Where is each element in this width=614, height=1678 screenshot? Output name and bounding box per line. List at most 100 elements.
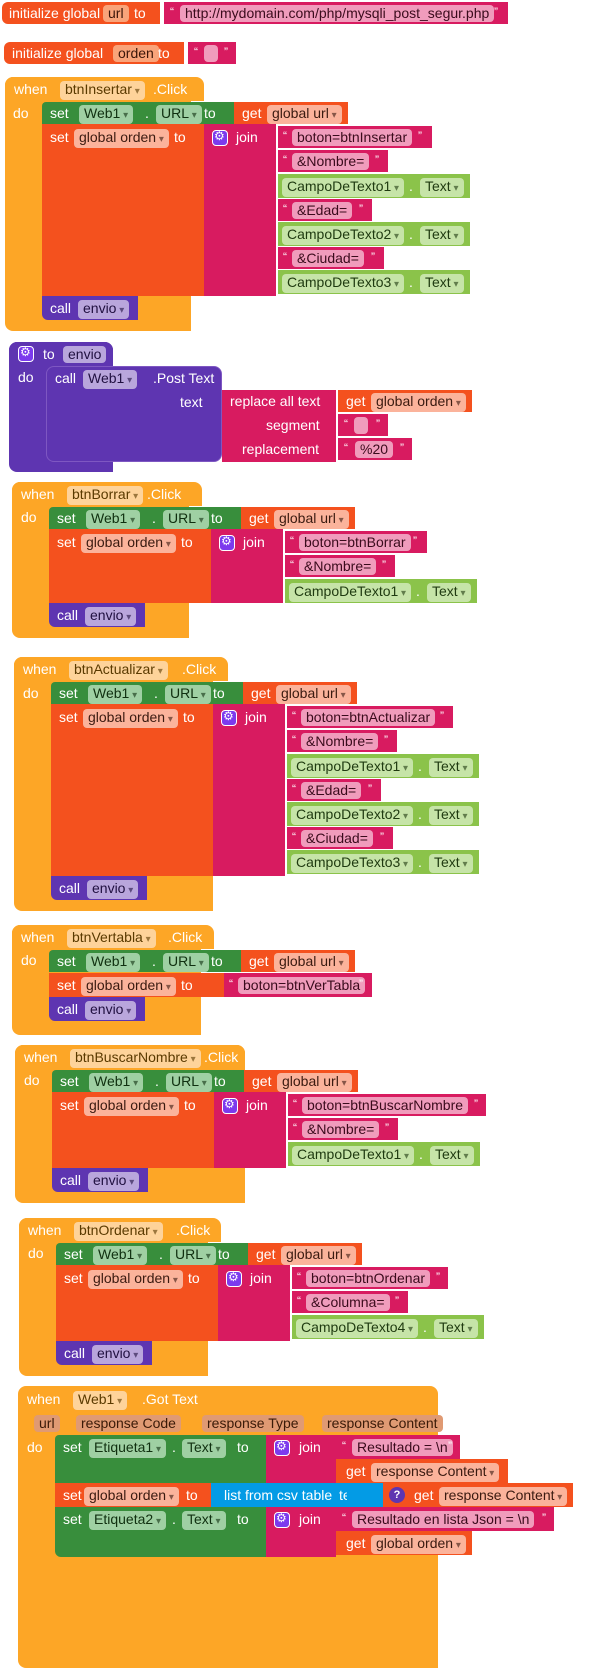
- string-part[interactable]: “ &Ciudad= ”: [287, 827, 393, 849]
- string-part[interactable]: “ boton=btnBorrar”: [285, 531, 427, 553]
- component-dropdown[interactable]: CampoDeTexto2: [282, 226, 405, 245]
- var-name-url[interactable]: url: [103, 5, 129, 22]
- textbox-text-getter[interactable]: CampoDeTexto4. Text: [292, 1315, 484, 1339]
- get-global-url[interactable]: get global url: [241, 950, 355, 972]
- string-value[interactable]: &Nombre=: [299, 558, 377, 575]
- get-global-url[interactable]: get global url: [234, 102, 348, 124]
- help-question-icon[interactable]: ?: [389, 1487, 405, 1503]
- string-value[interactable]: &Edad=: [301, 782, 362, 799]
- component-dropdown[interactable]: btnInsertar: [60, 81, 145, 100]
- variable-dropdown[interactable]: global orden: [84, 1487, 179, 1506]
- variable-dropdown[interactable]: global url: [276, 685, 351, 704]
- string-part[interactable]: “ Resultado en lista Json = \n ”: [336, 1507, 554, 1531]
- string-part[interactable]: “ &Edad= ”: [287, 779, 381, 801]
- set-global-orden-block[interactable]: set global orden to: [52, 1092, 214, 1168]
- string-part[interactable]: “ &Ciudad= ”: [278, 247, 384, 269]
- gear-icon[interactable]: [226, 1270, 242, 1287]
- string-value[interactable]: Resultado = \n: [352, 1439, 453, 1456]
- string-value[interactable]: Resultado en lista Json = \n: [352, 1511, 535, 1528]
- textbox-text-getter[interactable]: CampoDeTexto1. Text: [288, 1142, 480, 1166]
- get-global-url[interactable]: get global url: [244, 1070, 358, 1092]
- property-dropdown[interactable]: URL: [163, 510, 209, 529]
- string-part[interactable]: “ &Nombre= ”: [287, 730, 397, 752]
- param-response-type[interactable]: response Type: [202, 1415, 304, 1432]
- string-value[interactable]: boton=btnActualizar: [301, 709, 436, 726]
- component-dropdown[interactable]: CampoDeTexto1: [289, 583, 412, 602]
- string-url-value[interactable]: “ http://mydomain.com/php/mysqli_post_se…: [164, 2, 508, 24]
- property-dropdown[interactable]: Text: [434, 1319, 478, 1338]
- component-dropdown[interactable]: Web1: [86, 510, 141, 529]
- set-web1-url-block[interactable]: set Web1 . URL to: [56, 1243, 248, 1265]
- component-dropdown[interactable]: btnBuscarNombre: [70, 1049, 201, 1068]
- call-envio-block[interactable]: call envio: [56, 1341, 152, 1365]
- string-value[interactable]: boton=btnOrdenar: [306, 1270, 431, 1287]
- component-dropdown[interactable]: CampoDeTexto4: [296, 1319, 419, 1338]
- component-dropdown[interactable]: Web1: [73, 1391, 128, 1410]
- get-global-url[interactable]: get global url: [243, 682, 357, 704]
- call-envio-block[interactable]: call envio: [42, 296, 138, 320]
- variable-dropdown[interactable]: global url: [274, 510, 349, 529]
- string-part[interactable]: “ boton=btnBuscarNombre ”: [288, 1094, 486, 1116]
- string-part[interactable]: “ boton=btnVerTabla”: [224, 973, 372, 997]
- get-global-orden[interactable]: get global orden: [336, 1531, 472, 1555]
- string-part[interactable]: “ &Nombre= ”: [278, 150, 388, 172]
- string-part[interactable]: “ boton=btnActualizar ”: [287, 706, 453, 728]
- property-dropdown[interactable]: URL: [156, 105, 202, 124]
- textbox-text-getter[interactable]: CampoDeTexto2. Text: [278, 222, 470, 246]
- variable-dropdown[interactable]: response Content: [439, 1487, 568, 1506]
- component-dropdown[interactable]: btnActualizar: [69, 661, 168, 680]
- call-envio-block[interactable]: call envio: [51, 876, 147, 900]
- set-etiqueta1-text-block[interactable]: set Etiqueta1 . Text to: [55, 1435, 266, 1483]
- string-value[interactable]: &Ciudad=: [292, 250, 364, 267]
- variable-dropdown[interactable]: global url: [277, 1073, 352, 1092]
- component-dropdown[interactable]: Web1: [88, 685, 143, 704]
- var-name-orden[interactable]: orden: [113, 45, 159, 62]
- gear-icon[interactable]: [212, 129, 228, 146]
- component-dropdown[interactable]: CampoDeTexto3: [291, 854, 414, 873]
- string-part[interactable]: “ &Columna= ”: [292, 1291, 408, 1313]
- component-dropdown[interactable]: CampoDeTexto1: [292, 1146, 415, 1165]
- list-from-csv-table-block[interactable]: list from csv table text: [211, 1483, 362, 1507]
- string-part[interactable]: “ Resultado = \n”: [336, 1435, 460, 1459]
- param-response-content[interactable]: response Content: [322, 1415, 443, 1432]
- init-global-url-block[interactable]: initialize global url to: [2, 2, 160, 24]
- property-dropdown[interactable]: Text: [182, 1439, 226, 1458]
- property-dropdown[interactable]: URL: [170, 1246, 216, 1265]
- procedure-dropdown[interactable]: envio: [92, 1345, 144, 1364]
- join-block[interactable]: join: [213, 704, 285, 876]
- textbox-text-getter[interactable]: CampoDeTexto3. Text: [278, 270, 470, 294]
- component-dropdown[interactable]: CampoDeTexto2: [291, 806, 414, 825]
- string-value[interactable]: boton=btnInsertar: [292, 129, 413, 146]
- call-web1-post-text[interactable]: call Web1 .Post Text text: [46, 366, 222, 462]
- join-block[interactable]: join: [204, 124, 276, 296]
- variable-dropdown[interactable]: global orden: [81, 977, 176, 996]
- variable-dropdown[interactable]: global orden: [84, 1097, 179, 1116]
- variable-dropdown[interactable]: global orden: [83, 709, 178, 728]
- set-global-orden-block[interactable]: set global orden to: [42, 124, 204, 296]
- string-part[interactable]: “ &Edad= ”: [278, 199, 372, 221]
- set-web1-url-block[interactable]: set Web1 . URL to: [52, 1070, 244, 1092]
- join-block[interactable]: join: [266, 1435, 336, 1483]
- join-block[interactable]: join: [266, 1507, 336, 1557]
- procedure-dropdown[interactable]: envio: [87, 880, 139, 899]
- string-part[interactable]: “ boton=btnOrdenar ”: [292, 1267, 448, 1289]
- property-dropdown[interactable]: Text: [430, 1146, 474, 1165]
- string-value[interactable]: &Columna=: [306, 1294, 390, 1311]
- set-global-orden-block[interactable]: set global orden to: [49, 973, 224, 997]
- property-dropdown[interactable]: Text: [427, 583, 471, 602]
- get-response-content[interactable]: ? get response Content: [383, 1483, 573, 1507]
- component-dropdown[interactable]: Web1: [79, 105, 134, 124]
- variable-dropdown[interactable]: global url: [281, 1246, 356, 1265]
- textbox-text-getter[interactable]: CampoDeTexto1. Text: [285, 579, 477, 603]
- string-value[interactable]: [354, 417, 368, 434]
- set-global-orden-block[interactable]: set global orden to: [51, 704, 213, 876]
- procedure-dropdown[interactable]: envio: [88, 1172, 140, 1191]
- string-value[interactable]: %20: [355, 441, 394, 458]
- string-value[interactable]: &Nombre=: [292, 153, 370, 170]
- procedure-dropdown[interactable]: envio: [85, 607, 137, 626]
- variable-dropdown[interactable]: global orden: [371, 393, 466, 412]
- variable-dropdown[interactable]: global orden: [88, 1270, 183, 1289]
- variable-dropdown[interactable]: response Content: [371, 1463, 500, 1482]
- component-dropdown[interactable]: Web1: [86, 953, 141, 972]
- get-global-orden[interactable]: get global orden: [338, 390, 472, 412]
